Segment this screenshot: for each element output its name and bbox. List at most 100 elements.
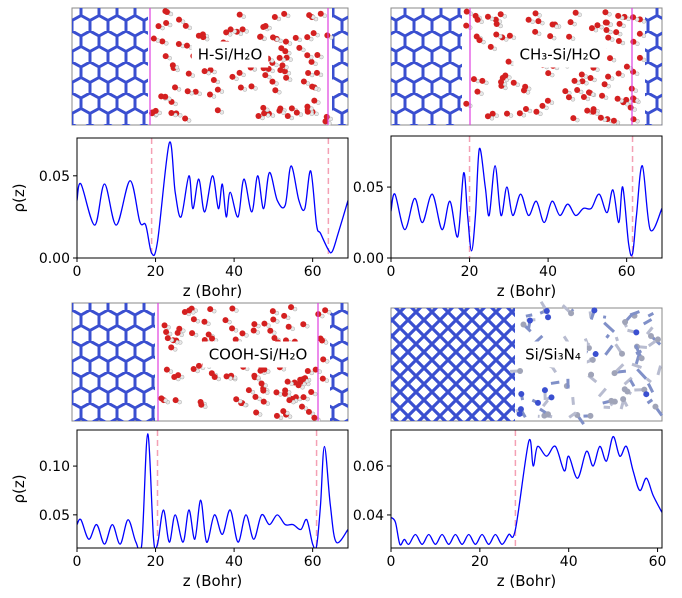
oxygen — [479, 78, 485, 84]
oxygen — [304, 34, 310, 40]
oxygen — [306, 12, 312, 18]
oxygen — [579, 72, 585, 78]
oxygen — [599, 93, 605, 99]
oxygen — [301, 394, 307, 400]
oxygen — [162, 322, 168, 328]
oxygen — [463, 101, 469, 107]
oxygen — [173, 397, 179, 403]
atom — [518, 391, 524, 397]
oxygen — [517, 110, 523, 116]
oxygen — [282, 48, 288, 54]
oxygen — [535, 18, 541, 24]
oxygen — [172, 84, 178, 90]
atom — [520, 322, 526, 328]
axes-frame — [391, 430, 662, 548]
x-tick-label: 20 — [471, 554, 489, 570]
atom — [568, 310, 574, 316]
oxygen — [238, 84, 244, 90]
axes-frame — [77, 138, 348, 258]
oxygen — [263, 23, 269, 29]
x-axis-label: z (Bohr) — [183, 572, 243, 590]
oxygen — [533, 10, 539, 16]
oxygen — [550, 22, 556, 28]
atom — [622, 319, 628, 325]
oxygen — [581, 94, 587, 100]
oxygen — [304, 52, 310, 58]
x-tick-label: 60 — [649, 554, 667, 570]
oxygen — [233, 396, 239, 402]
bond — [526, 315, 532, 316]
oxygen — [523, 106, 529, 112]
oxygen — [289, 105, 295, 111]
oxygen — [176, 41, 182, 47]
oxygen — [533, 109, 539, 115]
oxygen — [637, 31, 643, 37]
oxygen — [485, 14, 491, 20]
oxygen — [260, 388, 266, 394]
oxygen — [475, 17, 481, 23]
oxygen — [198, 402, 204, 408]
atom — [619, 351, 625, 357]
density-line — [77, 434, 348, 553]
oxygen — [613, 29, 619, 35]
y-tick-label: 0.05 — [353, 180, 384, 196]
oxygen — [485, 113, 491, 119]
oxygen — [168, 110, 174, 116]
oxygen — [255, 113, 261, 119]
atom — [620, 396, 626, 402]
oxygen — [498, 79, 504, 85]
oxygen — [602, 9, 608, 15]
oxygen — [280, 408, 286, 414]
silicon-slab — [72, 8, 148, 125]
oxygen — [589, 25, 595, 31]
atom — [643, 391, 649, 397]
oxygen — [274, 413, 280, 419]
y-tick-label: 0.05 — [39, 169, 70, 185]
x-tick-label: 0 — [73, 554, 82, 570]
oxygen — [476, 37, 482, 43]
oxygen — [305, 368, 311, 374]
oxygen — [196, 363, 202, 369]
oxygen — [269, 79, 275, 85]
bond — [573, 397, 574, 405]
oxygen — [215, 107, 221, 113]
x-tick-label: 60 — [618, 264, 636, 280]
oxygen — [277, 55, 283, 61]
oxygen — [282, 391, 288, 397]
atom — [545, 411, 551, 417]
oxygen — [306, 409, 312, 415]
oxygen — [573, 10, 579, 16]
oxygen — [294, 110, 300, 116]
y-tick-label: 0.00 — [353, 251, 384, 267]
oxygen — [186, 71, 192, 77]
atom — [588, 372, 594, 378]
oxygen — [305, 70, 311, 76]
oxygen — [637, 55, 643, 61]
oxygen — [279, 62, 285, 68]
x-tick-label: 0 — [387, 554, 396, 570]
oxygen — [240, 26, 246, 32]
oxygen — [507, 33, 513, 39]
oxygen — [570, 115, 576, 121]
atom — [548, 394, 554, 400]
atom — [518, 406, 524, 412]
oxygen — [463, 23, 469, 29]
atom — [633, 329, 639, 335]
structure-label: H-Si/H₂O — [198, 46, 263, 64]
oxygen — [320, 376, 326, 382]
oxygen — [170, 62, 176, 68]
oxygen — [288, 304, 294, 310]
structure-label: Si/Si₃N₄ — [525, 346, 581, 364]
oxygen — [526, 17, 532, 23]
oxygen — [201, 319, 207, 325]
density-line — [391, 437, 662, 545]
oxygen — [506, 59, 512, 65]
oxygen — [273, 389, 279, 395]
oxygen — [607, 55, 613, 61]
oxygen — [602, 81, 608, 87]
x-tick-label: 40 — [225, 554, 243, 570]
x-tick-label: 40 — [539, 264, 557, 280]
x-tick-label: 20 — [147, 554, 165, 570]
oxygen — [163, 20, 169, 26]
oxygen — [165, 335, 171, 341]
